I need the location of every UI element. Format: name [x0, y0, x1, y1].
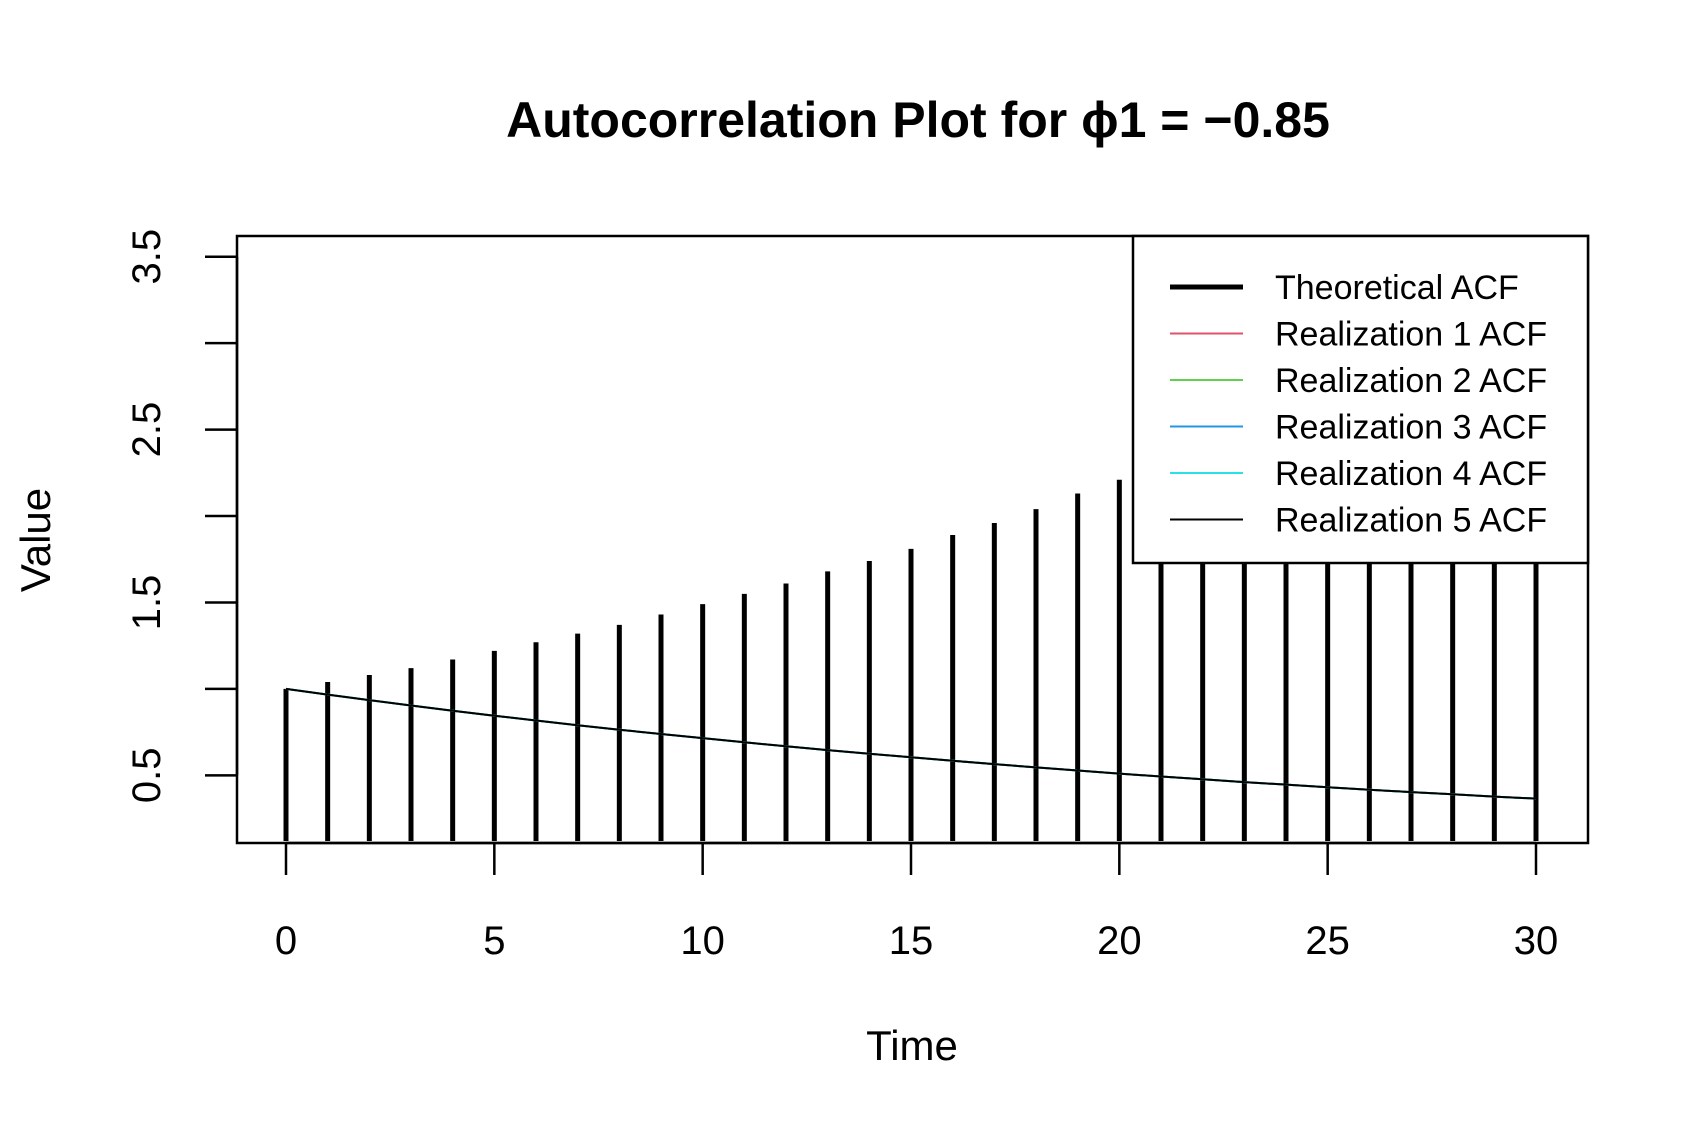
y-tick-label-1.5: 1.5 — [125, 575, 169, 631]
chart-title: Autocorrelation Plot for ϕ1 = −0.85 — [506, 92, 1330, 148]
x-tick-label-25: 25 — [1305, 919, 1350, 963]
x-tick-label-30: 30 — [1514, 919, 1559, 963]
y-axis-label: Value — [12, 488, 59, 592]
series-line-realization-5 — [285, 687, 1537, 800]
legend-label-3: Realization 2 ACF — [1275, 362, 1547, 400]
x-tick-label-20: 20 — [1097, 919, 1142, 963]
x-axis: 0 5 10 15 20 25 30 — [275, 841, 1559, 963]
y-tick-label-3.5: 3.5 — [125, 229, 169, 285]
legend-box — [1131, 234, 1590, 565]
y-axis: 0.5 1.5 2.5 3.5 — [125, 229, 239, 803]
y-tick-label-0.5: 0.5 — [125, 747, 169, 803]
legend-label-4: Realization 3 ACF — [1275, 409, 1547, 447]
legend-label-2: Realization 1 ACF — [1275, 316, 1547, 354]
x-tick-label-0: 0 — [275, 919, 297, 963]
legend-label-1: Theoretical ACF — [1275, 269, 1519, 307]
legend-label-5: Realization 4 ACF — [1275, 455, 1547, 493]
x-tick-label-15: 15 — [889, 919, 934, 963]
x-tick-label-10: 10 — [680, 919, 725, 963]
legend-label-6: Realization 5 ACF — [1275, 502, 1547, 540]
x-axis-label: Time — [866, 1022, 958, 1069]
x-tick-label-5: 5 — [483, 919, 505, 963]
y-tick-label-2.5: 2.5 — [125, 402, 169, 458]
legend: Theoretical ACF Realization 1 ACF Realizat… — [1131, 234, 1590, 565]
